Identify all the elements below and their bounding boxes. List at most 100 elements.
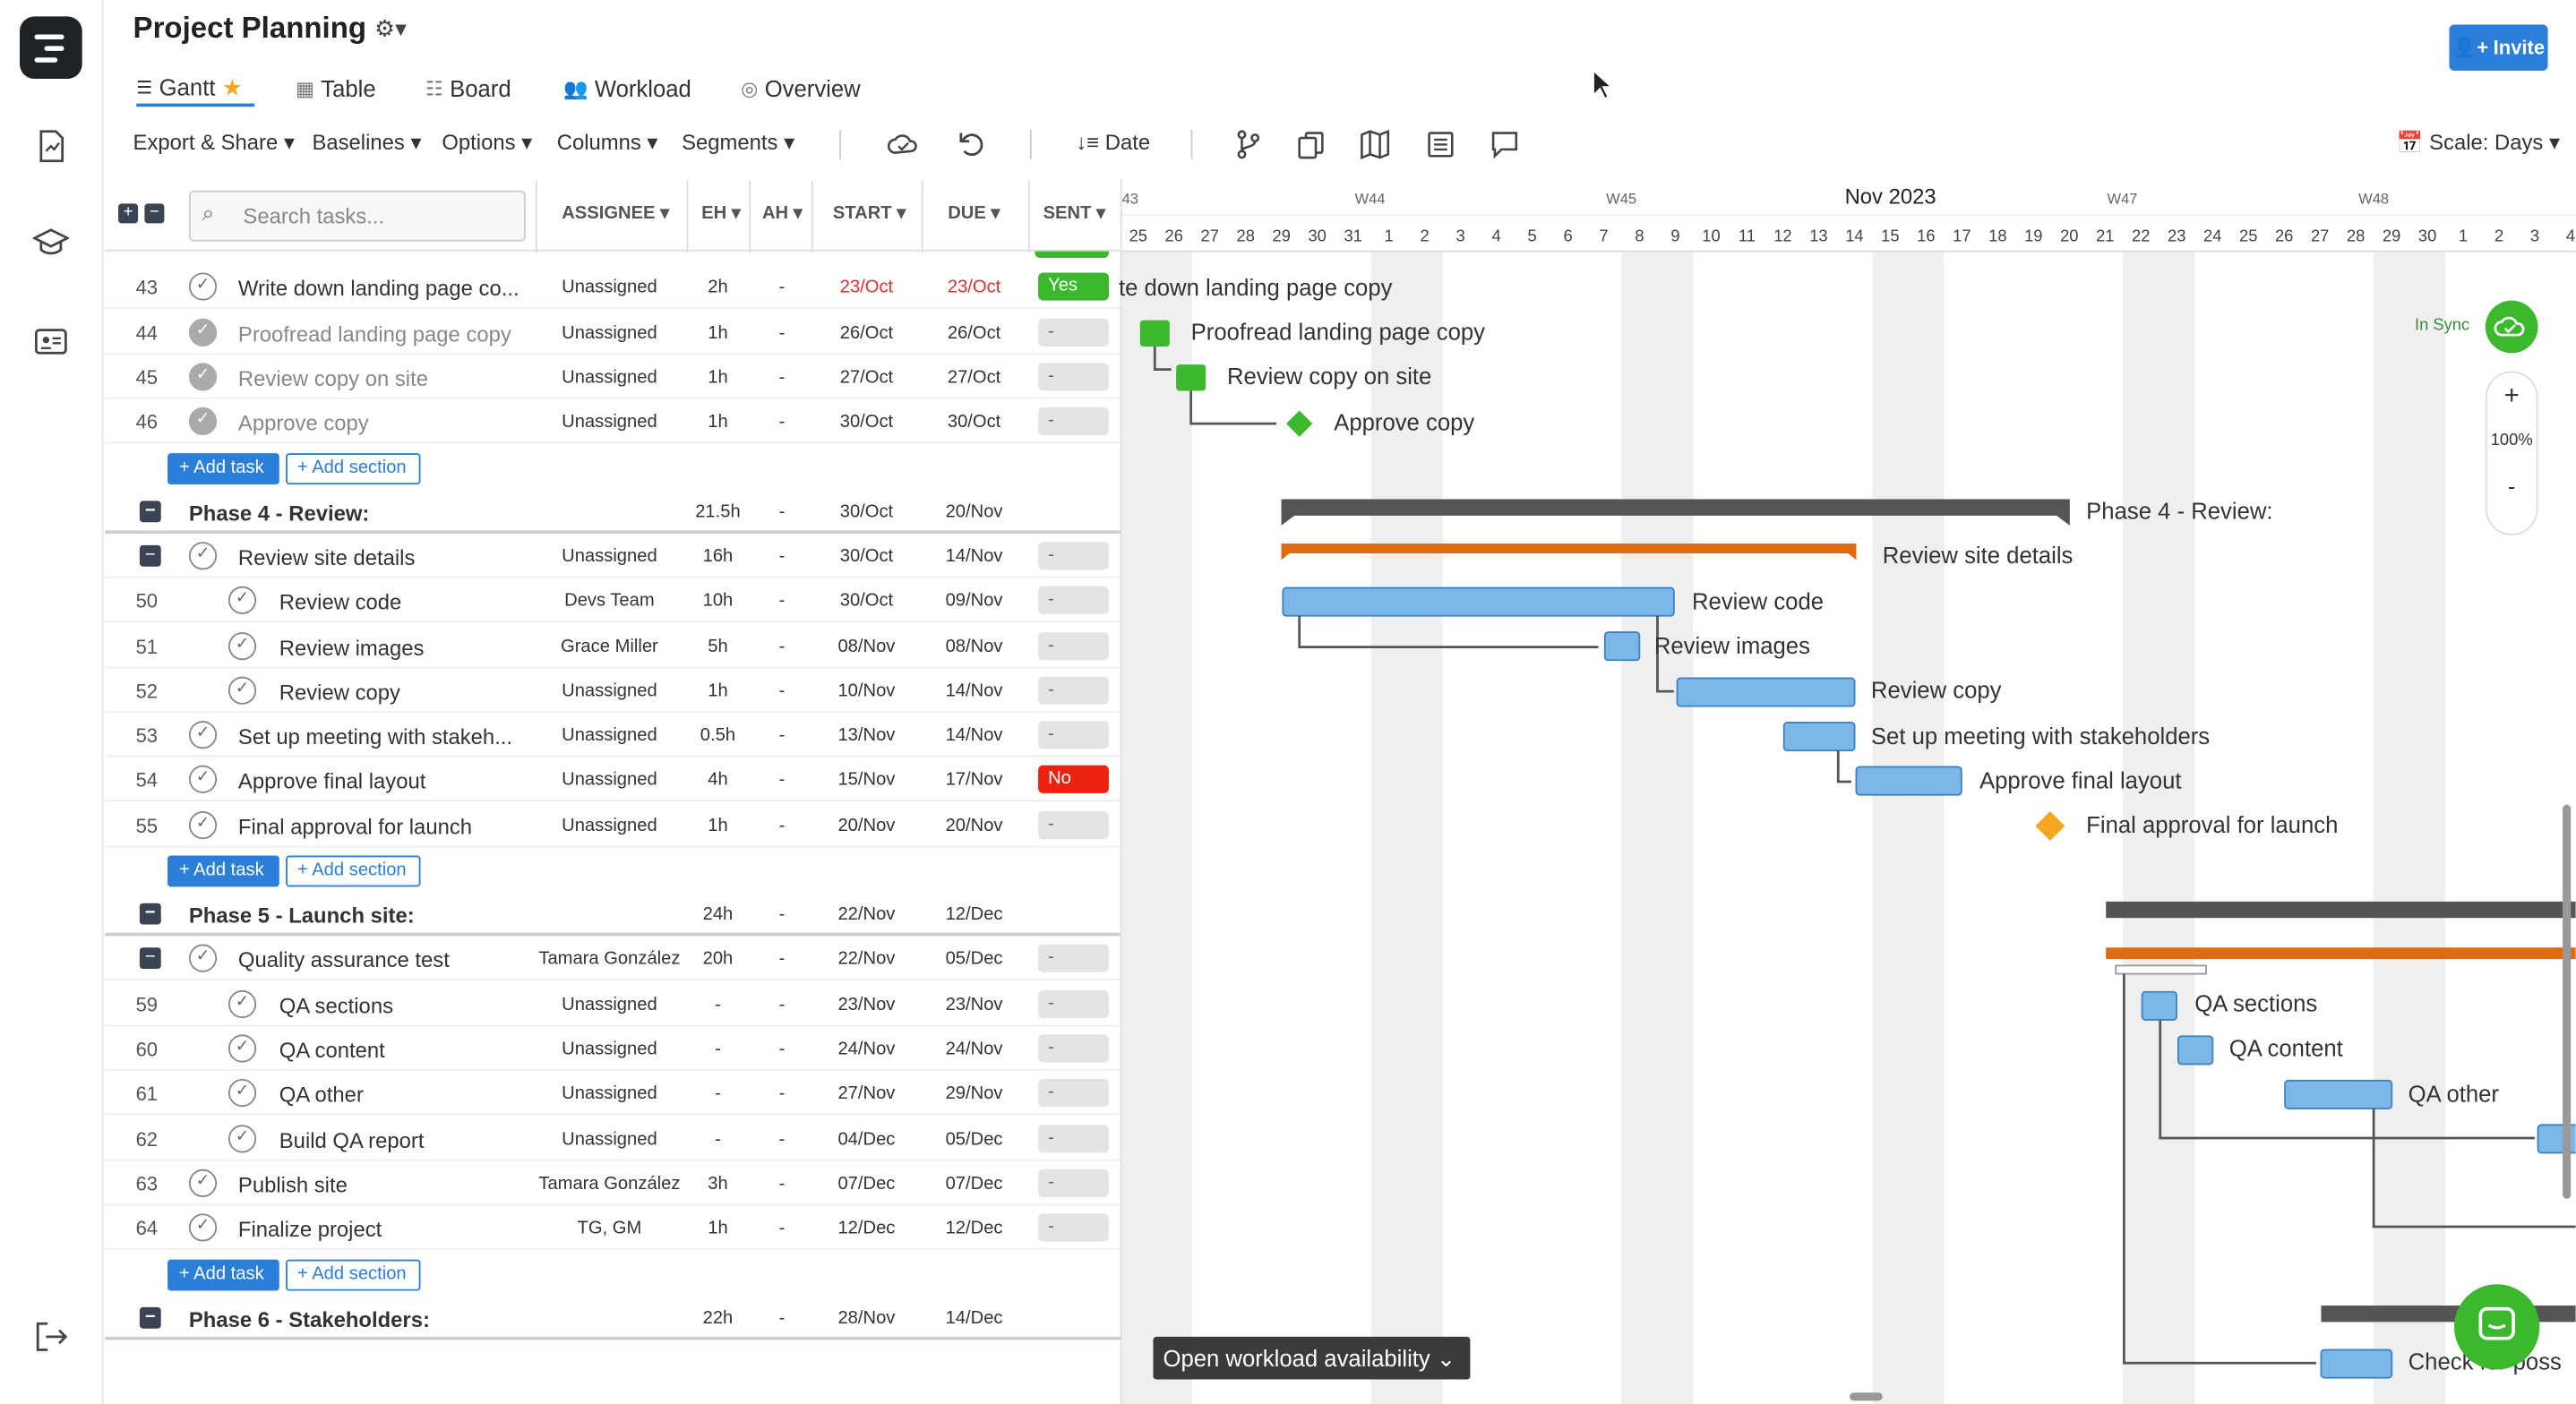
complete-checkbox[interactable]: ✓ [188,721,218,749]
start-cell[interactable]: 23/Oct [839,277,894,297]
branch-icon[interactable] [1232,128,1266,161]
eh-cell[interactable]: 1h [708,367,728,388]
due-cell[interactable]: 14/Nov [945,681,1003,702]
due-cell[interactable]: 09/Nov [945,591,1003,612]
eh-cell[interactable]: 3h [708,1174,728,1194]
sent-cell[interactable]: - [1038,632,1109,661]
eh-cell[interactable]: 2h [708,277,728,297]
ah-cell[interactable]: - [778,816,786,836]
start-cell[interactable]: 23/Nov [837,995,896,1015]
table-row[interactable]: 59 ✓ QA sections Unassigned - - 23/Nov 23/Nov - [105,982,1121,1027]
table-row[interactable]: 64 ✓ Finalize project TG, GM 1h - 12/Dec 12/Dec… [105,1205,1121,1250]
assignee-cell[interactable]: Unassigned [562,681,657,702]
start-cell[interactable]: 07/Dec [837,1174,896,1194]
start-cell[interactable]: 27/Nov [837,1083,896,1104]
sent-column-header[interactable]: SENT ▾ [1043,203,1106,224]
academy-icon[interactable] [32,225,70,261]
table-row[interactable]: 54 ✓ Approve final layout Unassigned 4h - 15/N… [105,757,1121,801]
sent-cell[interactable]: - [1038,676,1109,705]
ah-cell[interactable]: - [778,725,786,746]
add-section-button[interactable]: + Add section [286,855,421,887]
task-name[interactable]: Quality assurance test [237,947,450,972]
start-cell[interactable]: 27/Oct [839,367,894,388]
eh-cell[interactable]: 4h [708,770,728,791]
gantt-canvas[interactable]: 25 26 27 28 29 30 31 1 2 3 4 5 6 7 8 9 10 11 12 13 14 15 16 17 1… [1121,178,2576,1404]
sent-cell[interactable]: - [1038,1213,1109,1242]
table-row[interactable]: 44 ✓ Proofread landing page copy Unassigned… [105,311,1121,355]
ah-cell[interactable]: - [778,591,786,612]
gantt-chart[interactable]: 25 26 27 28 29 30 31 1 2 3 4 5 6 7 8 9 10 11 12 13 14 15 16 17 1… [1120,178,2576,1404]
add-section-button[interactable]: + Add section [286,453,421,485]
ah-cell[interactable]: - [778,949,786,970]
task-name[interactable]: Review images [279,635,425,661]
start-cell[interactable]: 10/Nov [837,681,896,702]
eh-cell[interactable]: 0.5h [700,725,736,746]
task-name[interactable]: QA content [279,1038,385,1063]
assignee-cell[interactable]: Unassigned [562,816,657,836]
table-row[interactable]: − ✓ Quality assurance test Tamara González 2… [105,936,1121,980]
sent-cell[interactable]: - [1038,542,1109,570]
scale-menu[interactable]: 📅 Scale: Days ▾ [2396,129,2560,155]
add-task-button[interactable]: + Add task [167,1259,279,1291]
task-name[interactable]: Approve final layout [237,768,426,793]
eh-cell[interactable]: 1h [708,1218,728,1238]
eh-cell[interactable]: 1h [708,323,728,344]
notes-icon[interactable] [1424,128,1457,161]
task-name[interactable]: QA sections [279,993,394,1019]
vertical-scrollbar[interactable] [2563,804,2572,1199]
due-cell[interactable]: 14/Nov [945,725,1003,746]
complete-checkbox[interactable]: ✓ [228,632,257,661]
table-row[interactable]: 63 ✓ Publish site Tamara González 3h - 07/Dec 0… [105,1161,1121,1206]
eh-cell[interactable]: 1h [708,412,728,432]
due-cell[interactable]: 08/Nov [945,637,1003,657]
eh-cell[interactable]: 1h [708,816,728,836]
horizontal-scrollbar[interactable] [1850,1392,1883,1401]
app-logo[interactable] [20,16,82,80]
eh-cell[interactable]: - [715,1083,721,1104]
table-row[interactable]: 43 ✓ Write down landing page co... Unassign… [105,264,1121,309]
ah-cell[interactable]: - [778,1039,786,1059]
zoom-out-button[interactable]: - [2507,473,2516,500]
map-icon[interactable] [1359,128,1392,161]
task-name[interactable]: Review code [279,589,402,614]
start-cell[interactable]: 20/Nov [837,816,896,836]
start-cell[interactable]: 24/Nov [837,1039,896,1059]
ah-cell[interactable]: - [778,412,786,432]
sent-cell[interactable]: - [1038,318,1109,347]
complete-checkbox[interactable]: ✓ [188,765,218,793]
assignee-cell[interactable]: Tamara González [538,1174,681,1194]
task-name[interactable]: Set up meeting with stakeh... [237,723,513,749]
assignee-cell[interactable]: Unassigned [562,1083,657,1104]
tab-overview[interactable]: ◎ Overview [741,71,861,107]
assignee-cell[interactable]: Unassigned [562,277,657,297]
assignee-cell[interactable]: Unassigned [562,770,657,791]
table-row[interactable]: 51 ✓ Review images Grace Miller 5h - 08/Nov 08/… [105,624,1121,669]
due-cell[interactable]: 14/Nov [945,546,1003,567]
due-cell[interactable]: 30/Oct [947,412,1001,432]
table-row[interactable]: 46 ✓ Approve copy Unassigned 1h - 30/Oct 30/Oct… [105,399,1121,444]
complete-checkbox[interactable]: ✓ [188,407,218,436]
expand-all-button[interactable]: + [118,203,139,224]
assignee-column-header[interactable]: ASSIGNEE ▾ [562,203,670,224]
table-row[interactable]: 62 ✓ Build QA report Unassigned - - 04/Dec 05/D… [105,1117,1121,1161]
task-name[interactable]: Proofread landing page copy [237,321,511,347]
logout-icon[interactable] [33,1319,69,1355]
ah-cell[interactable]: - [778,546,786,567]
complete-checkbox[interactable]: ✓ [228,1034,257,1063]
tab-table[interactable]: ▦ Table [296,71,376,107]
section-row-phase-6[interactable]: − Phase 6 - Stakeholders: 22h - 28/Nov 1… [105,1296,1121,1340]
invite-button[interactable]: 👤+ Invite [2449,24,2548,71]
eh-cell[interactable]: 20h [702,949,734,970]
assignee-cell[interactable]: Unassigned [562,367,657,388]
add-task-button[interactable]: + Add task [167,855,279,887]
due-cell[interactable]: 23/Nov [945,995,1003,1015]
start-cell[interactable]: 08/Nov [837,637,896,657]
task-name[interactable]: Finalize project [237,1216,382,1242]
collapse-task-button[interactable]: − [139,544,161,567]
complete-checkbox[interactable]: ✓ [188,542,218,570]
eh-cell[interactable]: - [715,1039,721,1059]
sent-cell[interactable]: - [1038,944,1109,972]
report-icon[interactable] [33,128,69,164]
due-cell[interactable]: 23/Oct [947,277,1001,297]
complete-checkbox[interactable]: ✓ [228,586,257,614]
